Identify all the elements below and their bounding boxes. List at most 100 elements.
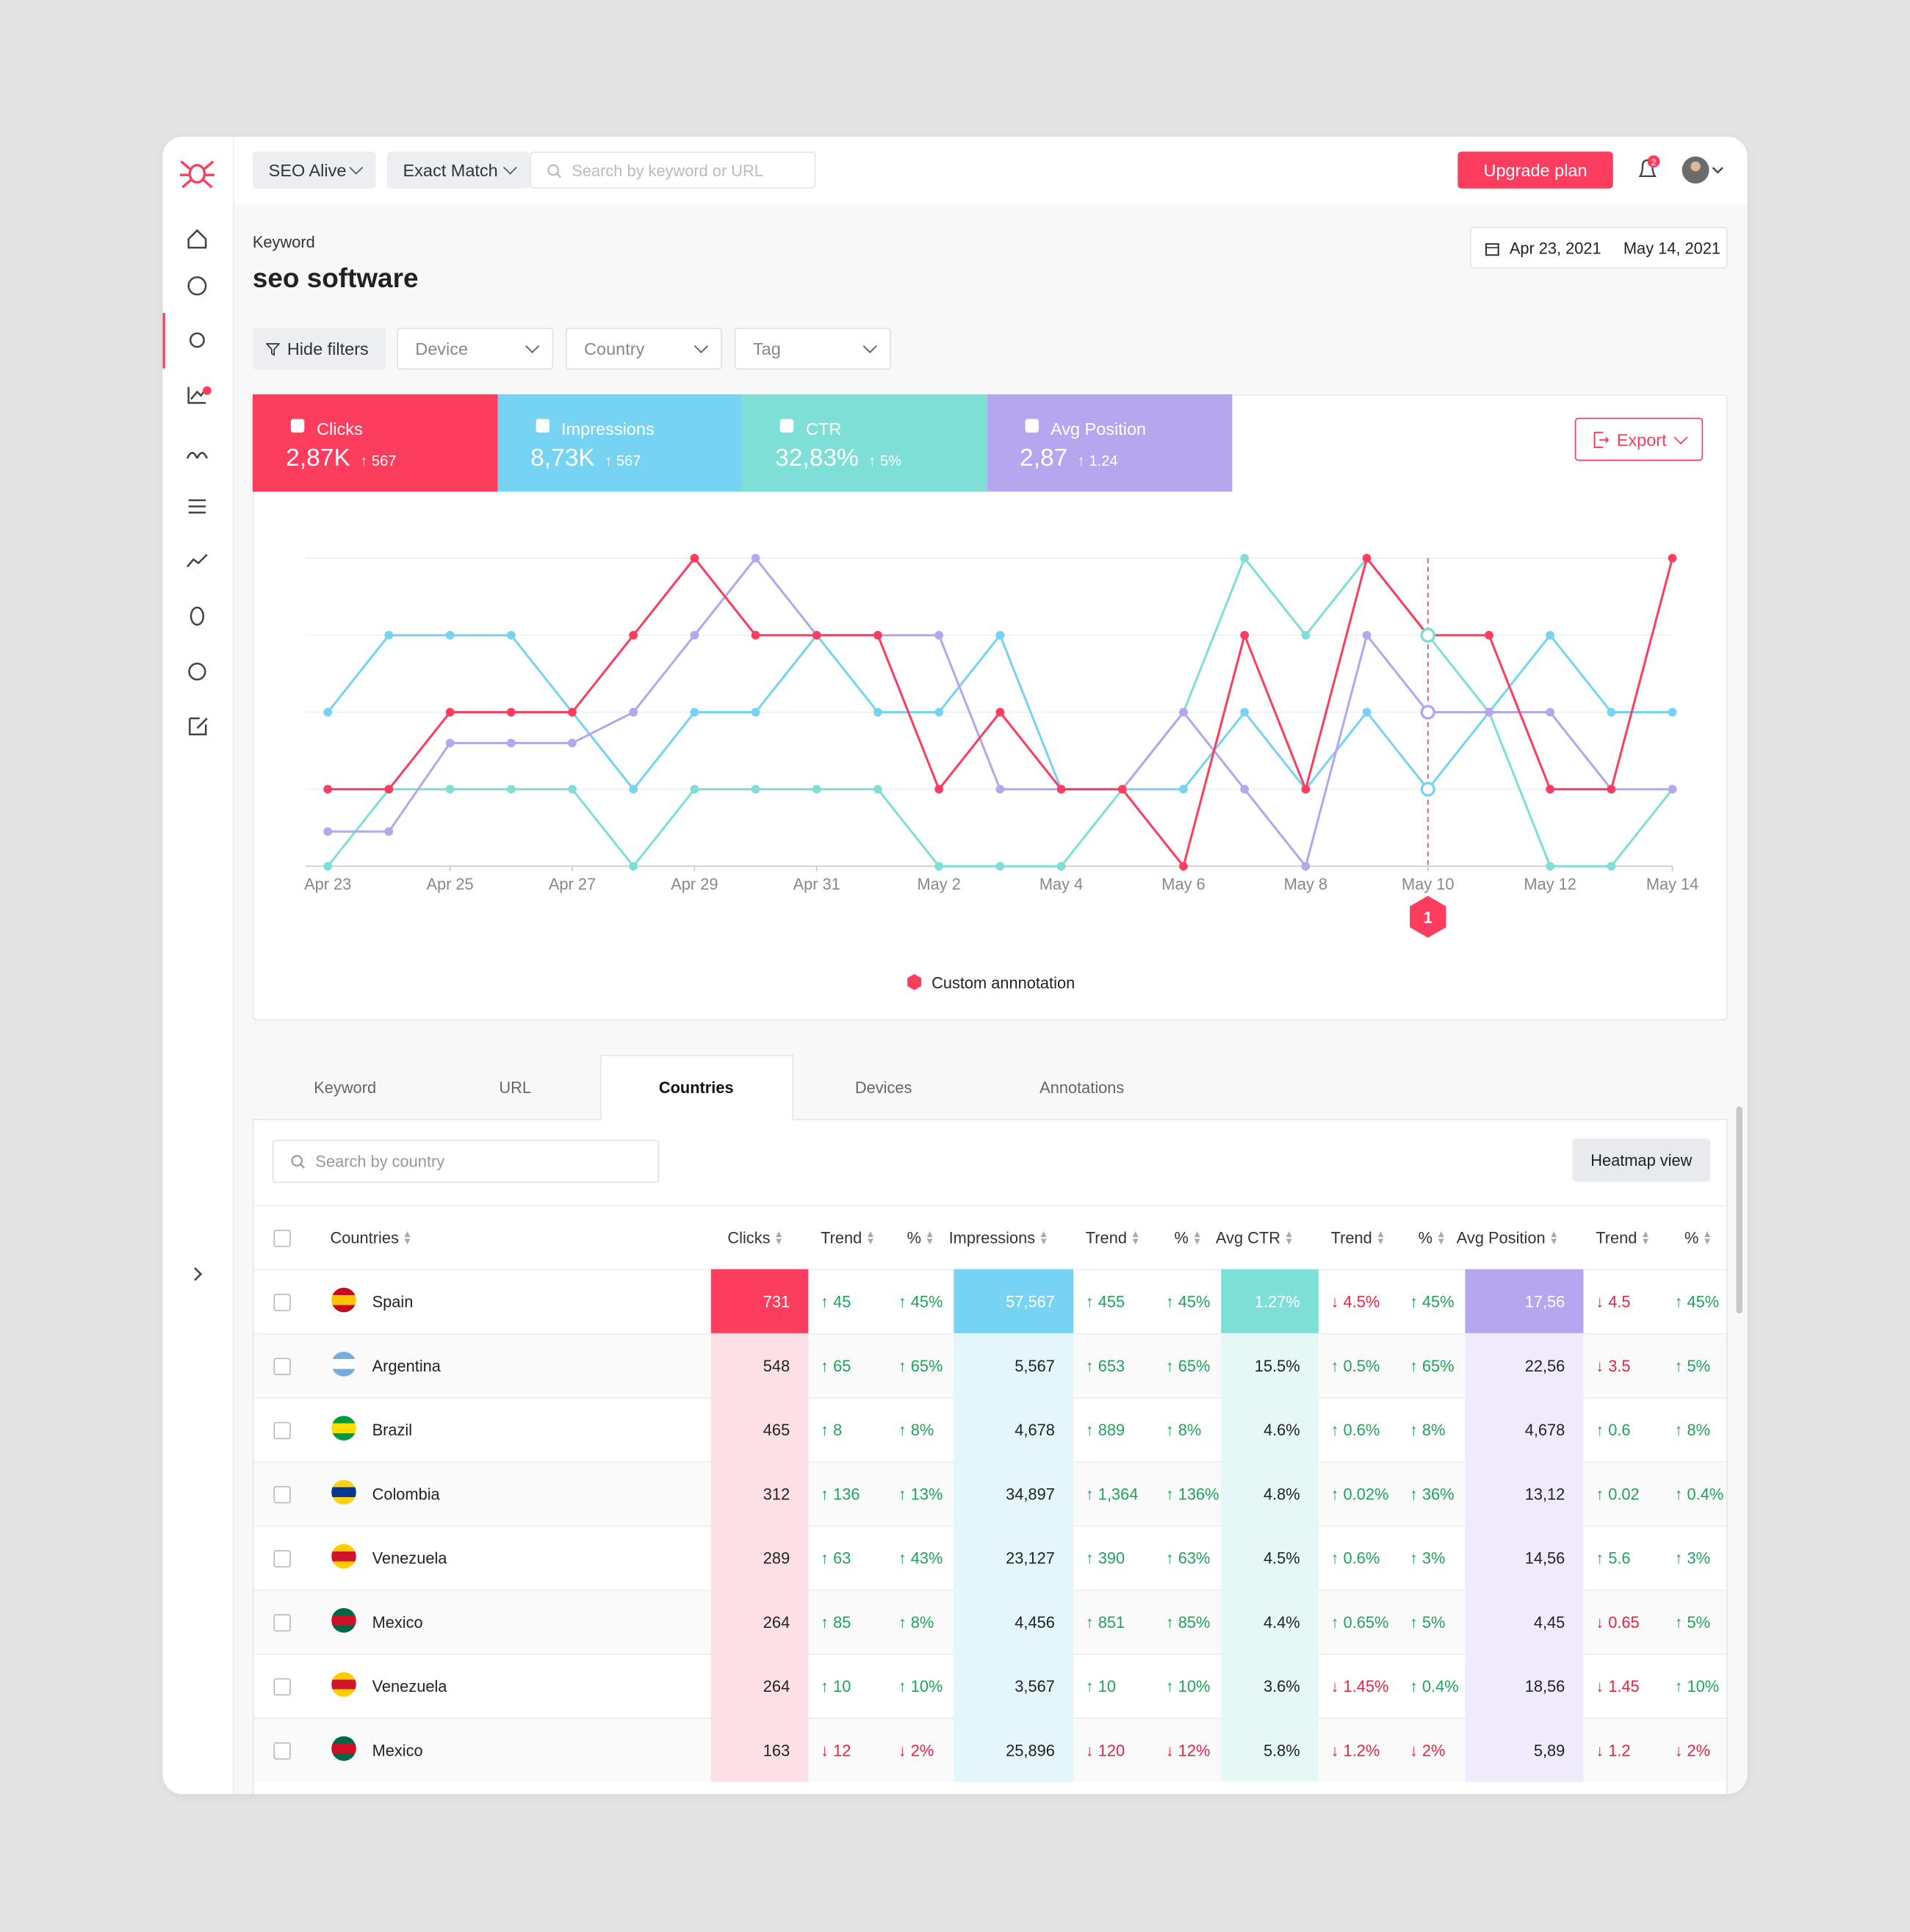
column-header[interactable]: Impressions ▲ ▼ xyxy=(949,1206,1049,1269)
scrollbar[interactable] xyxy=(1736,1106,1743,1314)
column-header[interactable]: Avg Position ▲ ▼ xyxy=(1457,1206,1559,1269)
table-cell: 34,897 xyxy=(954,1461,1074,1526)
table-cell: Spain xyxy=(372,1291,414,1311)
heatmap-button[interactable]: Heatmap view xyxy=(1572,1138,1711,1182)
icon-target[interactable] xyxy=(189,332,205,348)
sidebar-icons xyxy=(162,160,215,1281)
x-tick-label: May 4 xyxy=(1039,875,1083,893)
chevron xyxy=(502,160,517,175)
column-title: Countries xyxy=(330,1228,399,1247)
metric-card[interactable]: Impressions 8,73K ↑ 567 xyxy=(497,394,743,492)
icon-dashboard[interactable] xyxy=(187,276,207,296)
table-cell: ↑ 8% xyxy=(1674,1420,1711,1439)
column-header[interactable]: Trend ▲ ▼ xyxy=(1331,1206,1385,1269)
user-menu[interactable] xyxy=(1681,155,1725,184)
column-header[interactable]: % ▲ ▼ xyxy=(1419,1206,1446,1269)
row-checkbox[interactable] xyxy=(273,1294,291,1311)
search-input[interactable]: Search by keyword or URL xyxy=(530,151,816,189)
data-point xyxy=(1301,785,1311,794)
date-to: May 14, 2021 xyxy=(1623,238,1721,257)
metric-card[interactable]: CTR 32,83% ↑ 5% xyxy=(741,394,987,492)
column-header[interactable]: Trend ▲ ▼ xyxy=(1086,1206,1140,1269)
tab[interactable]: URL xyxy=(499,1077,531,1097)
table-cell: ↑ 10% xyxy=(1674,1676,1720,1695)
column-header[interactable]: % ▲ ▼ xyxy=(1175,1206,1203,1269)
icon-timer[interactable] xyxy=(188,663,206,681)
table-cell: Argentina xyxy=(372,1355,441,1375)
icon-expand[interactable] xyxy=(194,1267,203,1281)
annotation-marker[interactable]: 1 xyxy=(1410,895,1446,938)
data-point xyxy=(323,785,333,794)
table-cell: ↑ 65% xyxy=(1165,1355,1211,1375)
row-checkbox[interactable] xyxy=(273,1358,291,1375)
sort-icon: ▲ ▼ xyxy=(1192,1228,1203,1247)
upgrade-button[interactable]: Upgrade plan xyxy=(1457,151,1613,189)
tab[interactable]: Keyword xyxy=(314,1077,377,1097)
row-checkbox[interactable] xyxy=(273,1614,291,1632)
export-button[interactable]: Export xyxy=(1574,417,1704,461)
table-cell: ↑ 45% xyxy=(1674,1291,1720,1311)
table-cell: ↑ 5% xyxy=(1674,1355,1711,1375)
match-select[interactable]: Exact Match xyxy=(386,151,530,189)
country-search[interactable]: Search by country xyxy=(272,1139,660,1183)
project-select[interactable]: SEO Alive xyxy=(252,151,376,189)
row-checkbox[interactable] xyxy=(273,1485,291,1504)
icon-trend[interactable] xyxy=(186,553,208,568)
x-tick-label: May 2 xyxy=(917,875,960,893)
icon-list[interactable] xyxy=(188,499,206,514)
sort-icon: ▲ ▼ xyxy=(1702,1228,1712,1247)
annotation-badge xyxy=(1410,895,1446,938)
flag xyxy=(331,1479,356,1505)
icon-edit[interactable] xyxy=(189,717,208,735)
table-cell: ↑ 10% xyxy=(898,1676,943,1695)
data-point xyxy=(1301,630,1311,640)
line-chart: Apr 23 Apr 25 Apr 27 Apr 29 Apr 31 May 2 May 4… xyxy=(304,553,1698,992)
device-filter[interactable]: Device xyxy=(397,328,554,370)
country-filter[interactable]: Country xyxy=(565,328,722,370)
table-cell: 5,89 xyxy=(1465,1717,1584,1782)
column-title: % xyxy=(1174,1228,1189,1247)
column-header[interactable]: Trend ▲ ▼ xyxy=(1596,1206,1650,1269)
icon-home[interactable] xyxy=(187,228,207,249)
data-point xyxy=(1240,630,1250,640)
notifications[interactable]: 2 xyxy=(1635,155,1662,184)
data-point xyxy=(1668,785,1677,794)
x-tick-label: May 12 xyxy=(1524,875,1576,893)
x-tick-label: Apr 25 xyxy=(426,875,473,893)
table-cell: ↑ 8% xyxy=(1409,1420,1446,1439)
sort-icon: ▲ ▼ xyxy=(1549,1228,1559,1247)
table-cell: ↑ 0.02% xyxy=(1330,1484,1389,1503)
tab[interactable]: Devices xyxy=(854,1077,912,1097)
icon-users[interactable] xyxy=(186,452,208,459)
hide-filters-button[interactable]: Hide filters xyxy=(252,328,386,370)
date-range[interactable]: Apr 23, 2021 May 14, 2021 xyxy=(1470,226,1728,269)
data-point xyxy=(629,707,638,717)
table-cell: 163 xyxy=(710,1717,809,1782)
tab[interactable]: Countries xyxy=(658,1077,734,1097)
column-header[interactable]: % ▲ ▼ xyxy=(907,1206,935,1269)
table-cell: ↑ 0.6% xyxy=(1330,1420,1380,1439)
column-header[interactable]: Clicks ▲ ▼ xyxy=(727,1206,783,1269)
tag-filter[interactable]: Tag xyxy=(734,328,891,370)
column-header[interactable]: Avg CTR ▲ ▼ xyxy=(1216,1206,1294,1269)
table-cell: 17,56 xyxy=(1465,1269,1584,1333)
tab[interactable]: Annotations xyxy=(1039,1077,1125,1097)
row-checkbox[interactable] xyxy=(273,1742,291,1760)
row-checkbox[interactable] xyxy=(273,1678,291,1696)
table-cell: ↑ 63 xyxy=(821,1548,851,1567)
data-point xyxy=(1546,630,1555,640)
metric-card[interactable]: Clicks 2,87K ↑ 567 xyxy=(252,394,498,492)
row-checkbox[interactable] xyxy=(273,1421,291,1440)
table-cell: 264 xyxy=(710,1654,809,1718)
column-header[interactable]: Countries ▲ ▼ xyxy=(331,1206,413,1269)
row-checkbox[interactable] xyxy=(273,1550,291,1568)
table-cell: 4.8% xyxy=(1221,1461,1319,1526)
icon-bug[interactable] xyxy=(190,606,205,626)
flag xyxy=(331,1608,356,1633)
metric-card[interactable]: Avg Position 2,87 ↑ 1.24 xyxy=(986,394,1232,492)
table-cell: ↑ 13% xyxy=(898,1484,943,1503)
column-header[interactable]: Trend ▲ ▼ xyxy=(821,1206,875,1269)
table-cell: ↓ 120 xyxy=(1085,1740,1125,1759)
column-header[interactable]: % ▲ ▼ xyxy=(1684,1206,1712,1269)
table-cell: ↑ 8% xyxy=(898,1420,934,1439)
